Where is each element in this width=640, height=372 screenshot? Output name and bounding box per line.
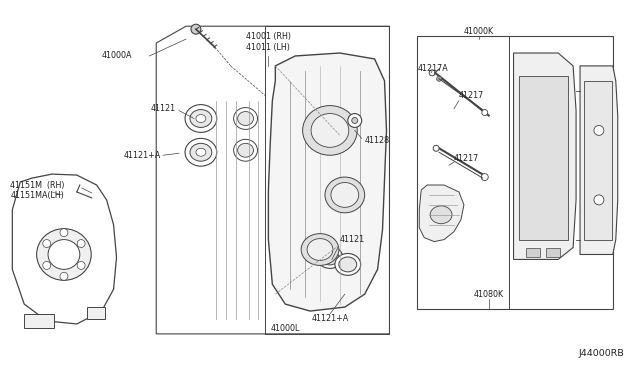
Ellipse shape bbox=[234, 108, 257, 129]
Ellipse shape bbox=[303, 106, 357, 155]
Polygon shape bbox=[268, 53, 387, 311]
Text: 41121+A: 41121+A bbox=[124, 151, 161, 160]
Text: 41217: 41217 bbox=[454, 154, 479, 163]
Text: 41000K: 41000K bbox=[464, 27, 494, 36]
Text: 41011 (LH): 41011 (LH) bbox=[246, 42, 289, 52]
Circle shape bbox=[433, 145, 439, 151]
Circle shape bbox=[77, 262, 85, 269]
Bar bbox=[527, 247, 540, 257]
Ellipse shape bbox=[317, 247, 343, 268]
Ellipse shape bbox=[321, 250, 339, 265]
Circle shape bbox=[594, 125, 604, 135]
Polygon shape bbox=[513, 53, 576, 259]
Polygon shape bbox=[580, 66, 618, 254]
Text: 41121+A: 41121+A bbox=[311, 314, 349, 324]
Ellipse shape bbox=[185, 105, 217, 132]
Bar bbox=[417, 36, 612, 309]
Bar bbox=[584, 81, 612, 240]
Text: 41001 (RH): 41001 (RH) bbox=[246, 32, 291, 41]
Text: 41121: 41121 bbox=[151, 104, 176, 113]
Circle shape bbox=[481, 174, 488, 180]
Bar bbox=[518, 76, 568, 240]
Circle shape bbox=[77, 240, 85, 247]
Ellipse shape bbox=[301, 234, 339, 265]
Ellipse shape bbox=[430, 206, 452, 224]
Ellipse shape bbox=[234, 140, 257, 161]
Circle shape bbox=[594, 195, 604, 205]
Ellipse shape bbox=[196, 148, 206, 156]
Ellipse shape bbox=[48, 240, 80, 269]
Text: 41151MA(LH): 41151MA(LH) bbox=[10, 192, 64, 201]
Ellipse shape bbox=[331, 183, 358, 207]
Circle shape bbox=[43, 262, 51, 269]
Bar bbox=[87, 307, 104, 319]
Ellipse shape bbox=[335, 253, 361, 275]
Polygon shape bbox=[419, 185, 464, 241]
Circle shape bbox=[60, 229, 68, 237]
Circle shape bbox=[352, 118, 358, 124]
Text: 41000L: 41000L bbox=[270, 324, 300, 333]
Text: 41151M  (RH): 41151M (RH) bbox=[10, 180, 65, 189]
Text: 41217: 41217 bbox=[459, 91, 484, 100]
Text: 41000A: 41000A bbox=[102, 51, 132, 61]
Ellipse shape bbox=[196, 115, 206, 122]
Circle shape bbox=[348, 113, 362, 128]
Circle shape bbox=[429, 70, 435, 76]
Polygon shape bbox=[12, 174, 116, 324]
Circle shape bbox=[60, 272, 68, 280]
Ellipse shape bbox=[325, 177, 365, 213]
Bar bbox=[547, 247, 560, 257]
Text: 41128: 41128 bbox=[365, 136, 390, 145]
Ellipse shape bbox=[307, 238, 333, 260]
Bar bbox=[266, 26, 390, 334]
Circle shape bbox=[191, 24, 201, 34]
Text: J44000RB: J44000RB bbox=[578, 349, 624, 358]
Ellipse shape bbox=[190, 143, 212, 161]
Circle shape bbox=[436, 76, 442, 81]
Text: 41080K: 41080K bbox=[474, 290, 504, 299]
Ellipse shape bbox=[237, 112, 253, 125]
Ellipse shape bbox=[36, 229, 92, 280]
Bar bbox=[24, 314, 54, 328]
Text: 41121: 41121 bbox=[340, 235, 365, 244]
Ellipse shape bbox=[185, 138, 217, 166]
Ellipse shape bbox=[311, 113, 349, 147]
Text: 41217A: 41217A bbox=[417, 64, 448, 73]
Ellipse shape bbox=[339, 257, 356, 272]
Circle shape bbox=[482, 110, 488, 116]
Circle shape bbox=[43, 240, 51, 247]
Ellipse shape bbox=[190, 110, 212, 128]
Ellipse shape bbox=[237, 143, 253, 157]
